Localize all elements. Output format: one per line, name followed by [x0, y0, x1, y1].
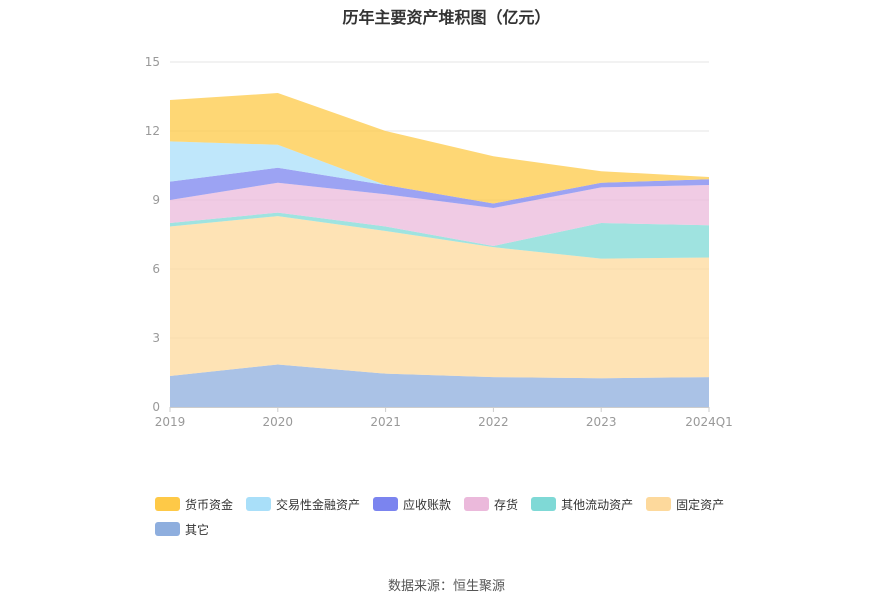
x-tick-label: 2021 — [370, 415, 401, 429]
legend-label: 其他流动资产 — [561, 497, 634, 512]
area-series-3 — [170, 182, 709, 246]
legend-swatch — [246, 497, 272, 511]
x-tick-label: 2022 — [478, 415, 509, 429]
legend-label: 应收账款 — [403, 497, 452, 512]
legend-item[interactable]: 应收账款 — [373, 496, 451, 512]
area-series-6 — [170, 93, 709, 204]
y-tick-label: 0 — [152, 400, 160, 414]
area-series-5 — [170, 141, 709, 204]
legend-item[interactable]: 其他流动资产 — [531, 496, 633, 512]
legend-item[interactable]: 其它 — [155, 521, 209, 537]
legend-label: 存货 — [494, 497, 519, 512]
area-series-1 — [170, 216, 709, 379]
legend-item[interactable]: 交易性金融资产 — [246, 496, 360, 512]
x-tick-label: 2024Q1 — [685, 415, 733, 429]
legend-label: 交易性金融资产 — [276, 497, 361, 512]
legend-label: 其它 — [185, 522, 210, 537]
legend-swatch — [155, 522, 180, 536]
data-source: 数据来源：恒生聚源 — [387, 579, 505, 594]
y-tick-label: 12 — [145, 124, 160, 138]
legend-swatch — [646, 497, 672, 511]
legend-label: 货币资金 — [185, 497, 234, 512]
legend-item[interactable]: 存货 — [464, 496, 518, 512]
legend-item[interactable]: 固定资产 — [646, 496, 724, 512]
area-series-2 — [170, 212, 709, 259]
legend-swatch — [531, 497, 557, 511]
y-tick-label: 9 — [152, 193, 160, 207]
x-tick-label: 2023 — [586, 415, 617, 429]
x-tick-label: 2019 — [155, 415, 186, 429]
area-series-0 — [170, 364, 709, 407]
legend-swatch — [464, 497, 490, 511]
legend-item[interactable]: 货币资金 — [155, 496, 233, 512]
chart-title: 历年主要资产堆积图（亿元） — [342, 8, 551, 27]
y-tick-label: 6 — [152, 262, 160, 276]
area-series-4 — [170, 167, 709, 209]
legend-label: 固定资产 — [676, 497, 725, 512]
chart-legend: 货币资金 交易性金融资产 应收账款 存货 其他流动资产 固定资产其它 — [155, 496, 775, 546]
stacked-area-chart: 0 3 6 9 12 15 2019 2020 2021 2022 2023 2024Q1 — [145, 55, 733, 429]
x-tick-label: 2020 — [263, 415, 294, 429]
legend-swatch — [373, 497, 399, 511]
legend-swatch — [155, 497, 180, 511]
y-tick-label: 3 — [152, 331, 160, 345]
y-tick-label: 15 — [145, 55, 160, 69]
